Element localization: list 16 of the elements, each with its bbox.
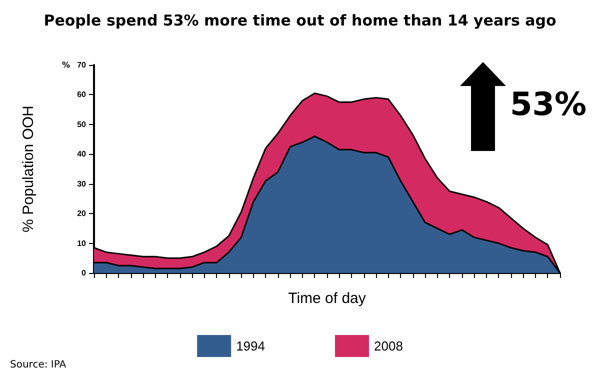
legend-label: 1994 — [236, 338, 265, 354]
y-tick-label: 40 — [77, 150, 87, 159]
y-tick-label: 20 — [77, 209, 87, 218]
y-tick-label: 30 — [77, 179, 87, 188]
y-tick-label: 10 — [77, 238, 87, 248]
y-tick-label: 0 — [82, 268, 87, 278]
chart-title: People spend 53% more time out of home than 14 years ago — [44, 12, 556, 30]
y-axis-title: % Population OOH — [20, 106, 37, 232]
y-tick-label: 60 — [77, 90, 87, 100]
text: % — [62, 60, 70, 70]
y-tick-label: 70 — [77, 60, 87, 70]
y-tick-label: 50 — [77, 120, 87, 129]
legend-label: 2008 — [374, 338, 403, 354]
source-note: Source: IPA — [10, 360, 66, 370]
x-axis-title: Time of day — [288, 290, 366, 307]
annotation: 53% — [510, 85, 587, 123]
